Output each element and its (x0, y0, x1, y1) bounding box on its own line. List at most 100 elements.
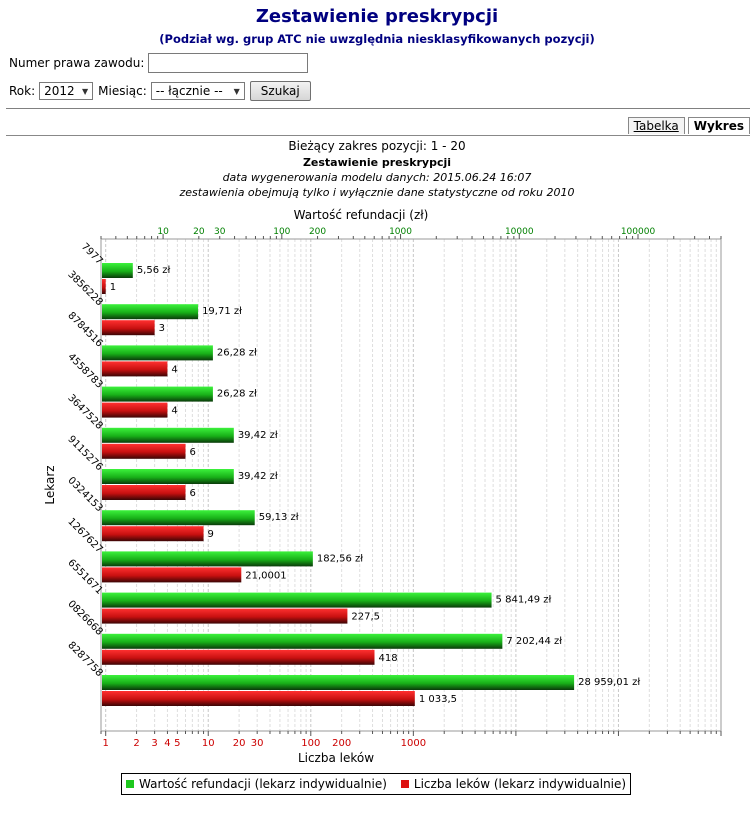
bar-count-label: 418 (378, 653, 397, 664)
bar-count (102, 443, 186, 459)
bar-count (102, 526, 204, 542)
category-label: 0826668 (65, 599, 104, 638)
category-label: 6551671 (65, 557, 104, 596)
tab-divider (6, 135, 750, 136)
bar-refund (102, 510, 255, 526)
bottom-axis-tick-label: 1 (103, 738, 109, 749)
view-tabs: Tabelka Wykres (625, 117, 750, 134)
top-axis-tick-label: 1000 (389, 227, 412, 237)
legend-item-count: Liczba leków (lekarz indywidualnie) (400, 777, 627, 791)
bottom-axis-tick-label: 1000 (401, 738, 426, 749)
bar-refund (102, 304, 199, 320)
bar-count (102, 279, 106, 294)
bottom-axis-tick-label: 2 (133, 738, 139, 749)
bar-refund-label: 5,56 zł (137, 265, 171, 276)
legend-swatch-red (400, 780, 409, 788)
legend-label-count: Liczba leków (lekarz indywidualnie) (413, 777, 627, 791)
license-number-input[interactable] (148, 53, 309, 73)
bar-count-label: 4 (171, 364, 177, 375)
bar-refund (102, 633, 503, 649)
top-axis-tick-label: 100000 (621, 227, 656, 237)
bar-count (102, 649, 375, 665)
chart-heading: Zestawienie preskrypcji (302, 156, 452, 169)
bar-count (102, 691, 415, 706)
bar-refund-label: 39,42 zł (238, 430, 278, 441)
page-title: Zestawienie preskrypcji (255, 6, 499, 27)
bar-refund (102, 345, 213, 361)
legend-item-refund: Wartość refundacji (lekarz indywidualnie… (126, 777, 387, 791)
bar-count-label: 6 (189, 488, 195, 499)
bar-refund-label: 28 959,01 zł (578, 677, 640, 688)
bar-count-label: 1 (110, 282, 116, 293)
bar-count (102, 320, 155, 336)
top-axis-tick-label: 10 (157, 227, 169, 237)
bar-count-label: 4 (171, 406, 177, 417)
bottom-axis-tick-label: 100 (301, 738, 320, 749)
license-row: Numer prawa zawodu: (9, 53, 309, 73)
bar-count-label: 227,5 (351, 612, 380, 623)
license-label: Numer prawa zawodu: (9, 56, 145, 70)
tab-wykres[interactable]: Wykres (687, 117, 750, 134)
category-label: 3856228 (65, 269, 104, 308)
top-axis-tick-label: 10000 (505, 227, 534, 237)
chart-legend: Wartość refundacji (lekarz indywidualnie… (121, 773, 632, 795)
legend-swatch-green (126, 780, 134, 788)
bar-refund-label: 5 841,49 zł (496, 595, 552, 606)
bottom-axis-tick-label: 10 (202, 738, 215, 749)
bar-refund (102, 551, 313, 567)
bar-refund-label: 7 202,44 zł (506, 636, 562, 647)
tab-tabelka-label: Tabelka (633, 119, 679, 133)
bottom-axis-title: Liczba leków (298, 751, 374, 765)
search-button[interactable]: Szukaj (249, 81, 311, 101)
bar-count (102, 608, 348, 624)
generated-date: data wygenerowania modelu danych: 2015.0… (222, 171, 532, 184)
filter-row: Rok: 2012 ▼ Miesiąc: -- łącznie -- ▼ Szu… (9, 81, 311, 101)
top-axis-tick-label: 200 (309, 227, 326, 237)
bar-count (102, 402, 168, 418)
bar-refund (102, 469, 234, 484)
bar-count (102, 485, 186, 500)
bottom-axis-tick-label: 4 (164, 738, 170, 749)
bar-count-label: 21,0001 (245, 570, 286, 581)
chevron-down-icon: ▼ (81, 86, 89, 96)
category-label: 8784516 (65, 310, 104, 349)
bar-count (102, 567, 242, 583)
bar-count-label: 6 (189, 447, 195, 458)
tab-wykres-label: Wykres (693, 119, 744, 133)
bar-count-label: 3 (159, 323, 165, 334)
category-label: 4558783 (65, 351, 104, 390)
y-axis-title: Lekarz (43, 465, 57, 504)
bottom-axis-tick-label: 5 (174, 738, 180, 749)
chevron-down-icon: ▼ (233, 86, 240, 96)
bar-refund-label: 19,71 zł (202, 306, 242, 317)
plot-frame (100, 238, 722, 732)
bar-refund (102, 386, 213, 402)
range-text: Bieżący zakres pozycji: 1 - 20 (288, 139, 466, 153)
year-select-value: 2012 (44, 84, 75, 98)
page-subtitle: (Podział wg. grup ATC nie uwzględnia nie… (159, 32, 595, 46)
tab-tabelka[interactable]: Tabelka (627, 117, 685, 134)
bar-refund-label: 26,28 zł (217, 389, 257, 400)
data-note: zestawienia obejmują tylko i wyłącznie d… (179, 186, 575, 199)
bar-refund-label: 26,28 zł (217, 347, 257, 358)
bottom-axis-tick-label: 200 (332, 738, 351, 749)
bar-count-label: 9 (208, 529, 214, 540)
bar-refund-label: 39,42 zł (238, 471, 278, 482)
top-axis-title: Wartość refundacji (zł) (294, 208, 429, 222)
bar-refund (102, 675, 575, 690)
bar-refund-label: 59,13 zł (259, 512, 299, 523)
bar-count-label: 1 033,5 (419, 694, 457, 705)
bar-refund-label: 182,56 zł (317, 553, 363, 564)
category-label: 9115276 (65, 434, 104, 473)
bar-refund (102, 592, 492, 608)
bar-refund (102, 263, 133, 278)
legend-label-refund: Wartość refundacji (lekarz indywidualnie… (139, 777, 387, 791)
bar-count (102, 361, 168, 377)
year-select[interactable]: 2012 ▼ (39, 82, 94, 100)
category-label: 8287758 (65, 640, 104, 679)
category-label: 0324153 (65, 475, 104, 514)
top-axis-tick-label: 20 (193, 227, 205, 237)
month-select[interactable]: -- łącznie -- ▼ (150, 82, 245, 100)
divider (6, 108, 750, 109)
